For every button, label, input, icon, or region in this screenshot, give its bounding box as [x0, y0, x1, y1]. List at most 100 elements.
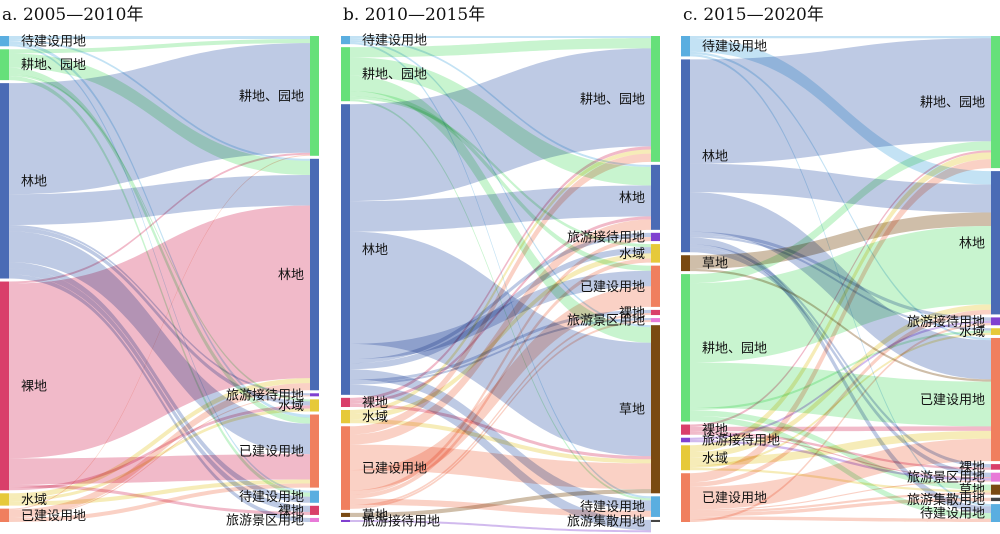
right-node-r_dj [310, 490, 319, 503]
right-label-r_sy: 水域 [959, 325, 985, 340]
left-label-l_ld: 林地 [702, 149, 728, 164]
right-label-r_js: 旅游集散用地 [907, 492, 985, 508]
left-node-l_gd [341, 47, 350, 102]
right-node-r_yj [310, 414, 319, 488]
flow-l_gd-to-r_sy [9, 73, 310, 402]
right-node-r_sy [651, 244, 660, 263]
flow-l_lu-to-r_gd [9, 152, 310, 284]
flow-l_yj-to-r_gd [690, 159, 991, 483]
right-label-r_yj: 已建设用地 [920, 393, 985, 408]
left-label-l_ld: 林地 [362, 243, 388, 258]
flow-links [9, 36, 310, 522]
flow-l_yj-to-r_yj [350, 286, 651, 491]
left-node-l_ld [0, 83, 9, 279]
flow-l_dj-to-r_gd [9, 36, 310, 40]
flow-l_lu-to-r_lu [9, 484, 310, 515]
right-node-r_gd [651, 36, 660, 162]
flow-l_lu-to-r_gd [690, 150, 991, 427]
flow-l_yj-to-r_yj [690, 438, 991, 510]
left-label-l_lu: 裸地 [21, 379, 47, 394]
flow-l_jd-to-r_js [350, 519, 651, 533]
right-node-r_jd [651, 232, 660, 242]
left-node-l_sy [341, 410, 350, 424]
left-label-l_dj: 待建设用地 [702, 40, 767, 55]
right-label-r_jq: 旅游景区用地 [567, 314, 645, 329]
left-node-l_lu [341, 397, 350, 408]
right-node-r_lu [651, 309, 660, 316]
right-node-r_lu [310, 505, 319, 515]
left-node-l_yj [341, 426, 350, 510]
right-label-r_gd: 耕地、园地 [580, 91, 645, 107]
node-labels: 待建设用地耕地、园地林地裸地水域已建设用地耕地、园地林地旅游接待用地水域已建设用… [21, 35, 304, 529]
flow-l_ld-to-r_lu [690, 244, 991, 468]
right-label-r_yj: 已建设用地 [580, 280, 645, 295]
left-label-l_yj: 已建设用地 [21, 509, 86, 524]
flow-l_lu-to-r_ld [350, 216, 651, 404]
right-label-r_gd: 耕地、园地 [920, 95, 985, 111]
flow-l_ld-to-r_cd [350, 231, 651, 457]
flow-l_yj-to-r_ld [690, 309, 991, 487]
flow-l_ld-to-r_yj [350, 270, 651, 360]
nodes [681, 36, 1000, 522]
right-node-r_jq [651, 318, 660, 323]
left-node-l_gd [0, 49, 9, 81]
right-label-r_cd: 草地 [619, 403, 645, 418]
right-node-r_cd [651, 325, 660, 494]
flow-l_lu-to-r_gd [350, 146, 651, 401]
flow-l_yj-to-r_yj [9, 483, 310, 522]
flow-l_dj-to-r_gd [350, 36, 651, 39]
right-label-r_jd: 旅游接待用地 [226, 387, 304, 403]
flow-l_yj-to-r_jd [690, 322, 991, 522]
right-label-r_lu: 裸地 [278, 504, 304, 519]
flow-l_gd-to-r_gd [350, 38, 651, 58]
right-node-r_cd [991, 484, 1000, 495]
left-label-l_gd: 耕地、园地 [362, 67, 427, 83]
node-labels: 待建设用地林地草地耕地、园地裸地旅游接待用地水域已建设用地耕地、园地林地旅游接待… [702, 40, 985, 522]
left-label-l_sy: 水域 [21, 493, 47, 508]
left-label-l_jd: 旅游接待用地 [362, 513, 440, 529]
flow-l_dj-to-r_gd [690, 36, 991, 39]
right-label-r_ld: 林地 [619, 191, 645, 206]
right-node-r_ld [310, 158, 319, 391]
flow-l_lu-to-r_yj [690, 426, 991, 432]
flow-l_gd-to-r_gd [9, 39, 310, 54]
right-node-r_jq [991, 472, 1000, 482]
flow-l_lu-to-r_jq [690, 433, 991, 479]
flow-l_ld-to-r_ld [350, 185, 651, 232]
flow-l_yj-to-r_gd [350, 153, 651, 435]
left-label-l_sy: 水域 [702, 451, 728, 466]
flow-l_sy-to-r_gd [690, 152, 991, 453]
right-label-r_ld: 林地 [959, 236, 985, 251]
flow-l_jd-to-r_jq [690, 440, 991, 481]
flow-l_sy-to-r_sy [9, 408, 310, 502]
flow-l_sy-to-r_cd [350, 419, 651, 464]
right-node-r_jq [310, 517, 319, 522]
flow-l_ld-to-r_lu [350, 309, 651, 383]
flow-l_sy-to-r_yj [9, 479, 310, 506]
left-label-l_lu: 裸地 [362, 396, 388, 411]
right-label-r_lu: 裸地 [959, 460, 985, 475]
right-node-r_yj [991, 337, 1000, 462]
right-label-r_lu: 裸地 [619, 306, 645, 321]
flow-l_yj-to-r_cd [690, 492, 991, 513]
node-labels: 待建设用地耕地、园地林地裸地水域已建设用地草地旅游接待用地耕地、园地林地旅游接待… [362, 34, 645, 530]
right-node-r_sy [991, 328, 1000, 335]
right-label-r_jd: 旅游接待用地 [567, 229, 645, 245]
flow-l_ld-to-r_gd [9, 43, 310, 195]
flow-l_yj-to-r_dj [690, 516, 991, 522]
right-label-r_js: 旅游集散用地 [567, 513, 645, 529]
left-node-l_lu [0, 281, 9, 491]
right-node-r_jd [991, 317, 1000, 326]
flow-l_dj-to-r_cd [350, 40, 651, 328]
flow-l_gd-to-r_gd [690, 141, 991, 284]
left-label-l_cd: 草地 [362, 508, 388, 523]
flow-l_gd-to-r_ld [690, 225, 991, 363]
left-node-l_ld [341, 104, 350, 395]
left-label-l_lu: 裸地 [702, 423, 728, 438]
right-label-r_gd: 耕地、园地 [239, 88, 304, 104]
flow-l_yj-to-r_ld [350, 219, 651, 445]
flow-l_lu-to-r_cd [350, 403, 651, 460]
flow-l_sy-to-r_yj [690, 430, 991, 466]
right-node-r_dj [651, 496, 660, 517]
